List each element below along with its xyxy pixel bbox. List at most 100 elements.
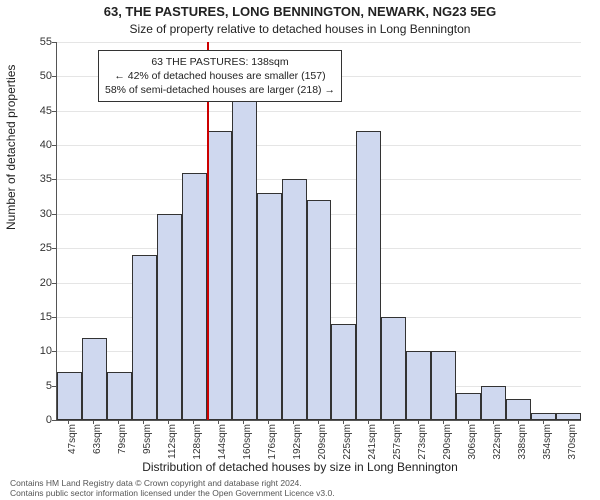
- y-tick-label: 15: [28, 312, 52, 322]
- x-tick-mark: [268, 420, 269, 424]
- footer-line1: Contains HM Land Registry data © Crown c…: [10, 478, 335, 488]
- x-tick-mark: [443, 420, 444, 424]
- chart-subtitle: Size of property relative to detached ho…: [0, 22, 600, 36]
- x-tick-mark: [293, 420, 294, 424]
- histogram-bar: [232, 76, 257, 420]
- x-tick-mark: [143, 420, 144, 424]
- x-tick-mark: [418, 420, 419, 424]
- y-tick-label: 50: [28, 71, 52, 81]
- histogram-bar: [481, 386, 506, 420]
- y-tick-mark: [52, 42, 56, 43]
- histogram-bar: [132, 255, 157, 420]
- x-tick-label: 79sqm: [118, 424, 128, 464]
- x-tick-label: 338sqm: [518, 424, 528, 464]
- x-tick-label: 290sqm: [443, 424, 453, 464]
- histogram-bar: [207, 131, 232, 420]
- x-tick-label: 128sqm: [193, 424, 203, 464]
- histogram-bar: [456, 393, 481, 420]
- x-tick-label: 209sqm: [318, 424, 328, 464]
- x-tick-label: 160sqm: [243, 424, 253, 464]
- y-tick-label: 30: [28, 209, 52, 219]
- y-tick-label: 35: [28, 174, 52, 184]
- x-tick-label: 144sqm: [218, 424, 228, 464]
- x-tick-label: 176sqm: [268, 424, 278, 464]
- y-tick-mark: [52, 283, 56, 284]
- infobox-line2: ← 42% of detached houses are smaller (15…: [105, 69, 335, 83]
- y-tick-mark: [52, 351, 56, 352]
- y-tick-mark: [52, 248, 56, 249]
- gridline: [57, 111, 581, 112]
- histogram-bar: [157, 214, 182, 420]
- histogram-bar: [356, 131, 381, 420]
- histogram-bar: [182, 173, 207, 420]
- histogram-bar: [82, 338, 107, 420]
- x-tick-label: 306sqm: [468, 424, 478, 464]
- histogram-bar: [57, 372, 82, 420]
- y-tick-label: 20: [28, 278, 52, 288]
- y-tick-mark: [52, 386, 56, 387]
- histogram-bar: [381, 317, 406, 420]
- x-tick-mark: [393, 420, 394, 424]
- y-tick-mark: [52, 420, 56, 421]
- x-tick-mark: [68, 420, 69, 424]
- histogram-bar: [107, 372, 132, 420]
- x-tick-mark: [93, 420, 94, 424]
- histogram-bar: [556, 413, 581, 420]
- x-tick-label: 63sqm: [93, 424, 103, 464]
- y-tick-label: 45: [28, 106, 52, 116]
- histogram-bar: [531, 413, 556, 420]
- x-tick-mark: [243, 420, 244, 424]
- chart-container: 63, THE PASTURES, LONG BENNINGTON, NEWAR…: [0, 0, 600, 500]
- x-tick-mark: [168, 420, 169, 424]
- x-tick-label: 192sqm: [293, 424, 303, 464]
- footer-attribution: Contains HM Land Registry data © Crown c…: [10, 478, 335, 498]
- x-tick-label: 273sqm: [418, 424, 428, 464]
- y-tick-label: 25: [28, 243, 52, 253]
- x-tick-mark: [568, 420, 569, 424]
- histogram-bar: [257, 193, 282, 420]
- x-tick-mark: [543, 420, 544, 424]
- y-tick-label: 40: [28, 140, 52, 150]
- x-tick-label: 225sqm: [343, 424, 353, 464]
- y-tick-mark: [52, 76, 56, 77]
- info-box: 63 THE PASTURES: 138sqm ← 42% of detache…: [98, 50, 342, 102]
- x-tick-label: 47sqm: [68, 424, 78, 464]
- y-tick-label: 5: [28, 381, 52, 391]
- histogram-bar: [307, 200, 332, 420]
- y-tick-mark: [52, 179, 56, 180]
- footer-line2: Contains public sector information licen…: [10, 488, 335, 498]
- x-tick-label: 95sqm: [143, 424, 153, 464]
- x-tick-mark: [343, 420, 344, 424]
- x-tick-label: 241sqm: [368, 424, 378, 464]
- x-tick-label: 322sqm: [493, 424, 503, 464]
- gridline: [57, 179, 581, 180]
- gridline: [57, 42, 581, 43]
- x-tick-label: 112sqm: [168, 424, 178, 464]
- gridline: [57, 145, 581, 146]
- x-tick-mark: [218, 420, 219, 424]
- y-tick-mark: [52, 111, 56, 112]
- y-tick-label: 10: [28, 346, 52, 356]
- histogram-bar: [282, 179, 307, 420]
- infobox-line1: 63 THE PASTURES: 138sqm: [105, 55, 335, 69]
- histogram-bar: [331, 324, 356, 420]
- x-tick-label: 370sqm: [568, 424, 578, 464]
- histogram-bar: [506, 399, 531, 420]
- y-axis-label: Number of detached properties: [4, 65, 18, 230]
- x-tick-mark: [468, 420, 469, 424]
- x-tick-label: 354sqm: [543, 424, 553, 464]
- y-tick-mark: [52, 214, 56, 215]
- x-tick-label: 257sqm: [393, 424, 403, 464]
- x-tick-mark: [368, 420, 369, 424]
- histogram-bar: [431, 351, 456, 420]
- chart-title: 63, THE PASTURES, LONG BENNINGTON, NEWAR…: [0, 4, 600, 19]
- histogram-bar: [406, 351, 431, 420]
- x-tick-mark: [518, 420, 519, 424]
- x-tick-mark: [193, 420, 194, 424]
- y-tick-label: 0: [28, 415, 52, 425]
- infobox-line3: 58% of semi-detached houses are larger (…: [105, 83, 335, 97]
- y-tick-label: 55: [28, 37, 52, 47]
- x-tick-mark: [118, 420, 119, 424]
- x-tick-mark: [493, 420, 494, 424]
- x-tick-mark: [318, 420, 319, 424]
